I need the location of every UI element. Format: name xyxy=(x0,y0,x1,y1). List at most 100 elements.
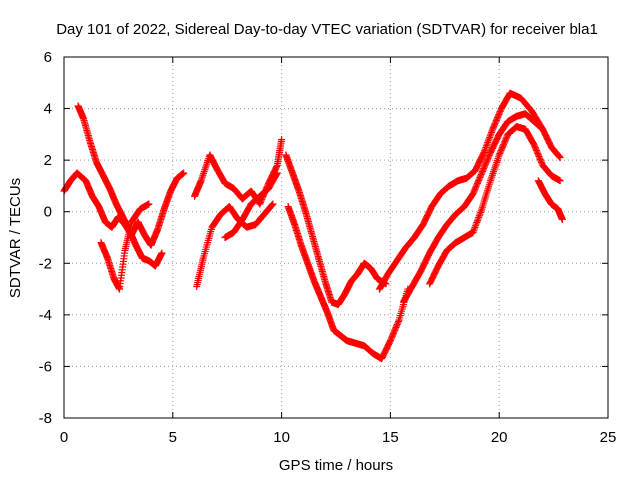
data-point-marker xyxy=(472,182,480,190)
data-point-marker xyxy=(556,153,564,161)
data-point-marker xyxy=(498,144,506,152)
data-point-marker xyxy=(474,215,482,223)
data-point-marker xyxy=(496,109,504,117)
data-point-marker xyxy=(477,208,485,216)
data-point-marker xyxy=(469,190,477,198)
data-point-marker xyxy=(533,148,541,156)
data-point-marker xyxy=(489,125,497,133)
data-point-marker xyxy=(256,200,264,208)
data-point-marker xyxy=(489,124,497,132)
data-point-marker xyxy=(536,155,544,163)
x-axis-label: GPS time / hours xyxy=(279,457,393,474)
data-point-marker xyxy=(476,173,484,181)
data-point-marker xyxy=(537,157,545,165)
y-axis-label: SDTVAR / TECUs xyxy=(7,178,24,298)
data-point-marker xyxy=(268,201,276,209)
data-point-marker xyxy=(475,175,483,183)
data-point-marker xyxy=(494,112,502,120)
data-point-marker xyxy=(480,163,488,171)
plot-frame xyxy=(63,56,609,419)
x-tick-label: 10 xyxy=(273,429,290,446)
data-point-marker xyxy=(473,218,481,226)
x-tick-label: 5 xyxy=(169,429,177,446)
data-point-marker xyxy=(492,116,500,124)
data-point-marker xyxy=(473,181,481,189)
data-point-marker xyxy=(477,172,485,180)
data-point-marker xyxy=(496,148,504,156)
data-point-marker xyxy=(472,220,480,228)
data-point-marker xyxy=(269,200,277,208)
y-tick-label: 4 xyxy=(44,101,52,118)
data-point-marker xyxy=(486,133,494,141)
data-point-marker xyxy=(481,147,489,155)
data-point-marker xyxy=(470,187,478,195)
data-series xyxy=(97,200,153,293)
data-point-marker xyxy=(391,326,399,334)
y-tick-label: 2 xyxy=(44,152,52,169)
data-point-marker xyxy=(530,141,538,149)
data-point-marker xyxy=(472,222,480,230)
data-point-marker xyxy=(388,332,396,340)
data-series xyxy=(399,110,547,306)
y-tick-label: -6 xyxy=(39,358,52,375)
data-point-marker xyxy=(392,323,400,331)
data-point-marker xyxy=(491,119,499,127)
data-point-marker xyxy=(556,177,564,185)
data-point-marker xyxy=(390,328,398,336)
data-point-marker xyxy=(488,127,496,135)
marker-layer xyxy=(60,89,566,363)
data-point-marker xyxy=(535,152,543,160)
data-point-marker xyxy=(533,147,541,155)
data-point-marker xyxy=(479,166,487,174)
data-point-marker xyxy=(498,145,506,153)
data-series xyxy=(426,123,564,288)
data-point-marker xyxy=(484,137,492,145)
data-point-marker xyxy=(490,122,498,130)
data-point-marker xyxy=(145,200,153,208)
data-point-marker xyxy=(483,140,491,148)
data-series xyxy=(284,203,412,363)
data-point-marker xyxy=(537,158,545,166)
data-point-marker xyxy=(534,151,542,159)
data-point-marker xyxy=(485,151,493,159)
data-point-marker xyxy=(388,334,396,342)
x-tick-label: 25 xyxy=(600,429,617,446)
y-tick-label: 0 xyxy=(44,204,52,221)
data-point-marker xyxy=(485,153,493,161)
data-point-marker xyxy=(492,118,500,126)
data-series xyxy=(221,169,281,241)
y-tick-label: -8 xyxy=(39,410,52,427)
data-point-marker xyxy=(394,319,402,327)
y-tick-label: 6 xyxy=(44,49,52,66)
data-point-marker xyxy=(256,199,264,207)
data-point-marker xyxy=(472,184,480,192)
data-point-marker xyxy=(475,212,483,220)
data-point-marker xyxy=(268,201,276,209)
data-point-marker xyxy=(471,223,479,231)
data-point-marker xyxy=(497,147,505,155)
data-point-marker xyxy=(475,176,483,184)
data-point-marker xyxy=(474,178,482,186)
data-point-marker xyxy=(483,156,491,164)
data-point-marker xyxy=(502,135,510,143)
data-point-marker xyxy=(487,130,495,138)
y-tick-label: -4 xyxy=(39,307,52,324)
y-tick-label: -2 xyxy=(39,255,52,272)
data-point-marker xyxy=(479,150,487,158)
data-point-marker xyxy=(495,110,503,118)
data-point-marker xyxy=(534,150,542,158)
data-point-marker xyxy=(469,228,477,236)
data-point-marker xyxy=(478,168,486,176)
data-point-marker xyxy=(496,108,504,116)
data-point-marker xyxy=(278,136,286,144)
data-point-marker xyxy=(475,213,483,221)
data-point-marker xyxy=(531,144,539,152)
data-point-marker xyxy=(482,160,490,168)
data-point-marker xyxy=(487,129,495,137)
data-series xyxy=(74,102,166,270)
data-point-marker xyxy=(558,215,566,223)
data-point-marker xyxy=(484,138,492,146)
